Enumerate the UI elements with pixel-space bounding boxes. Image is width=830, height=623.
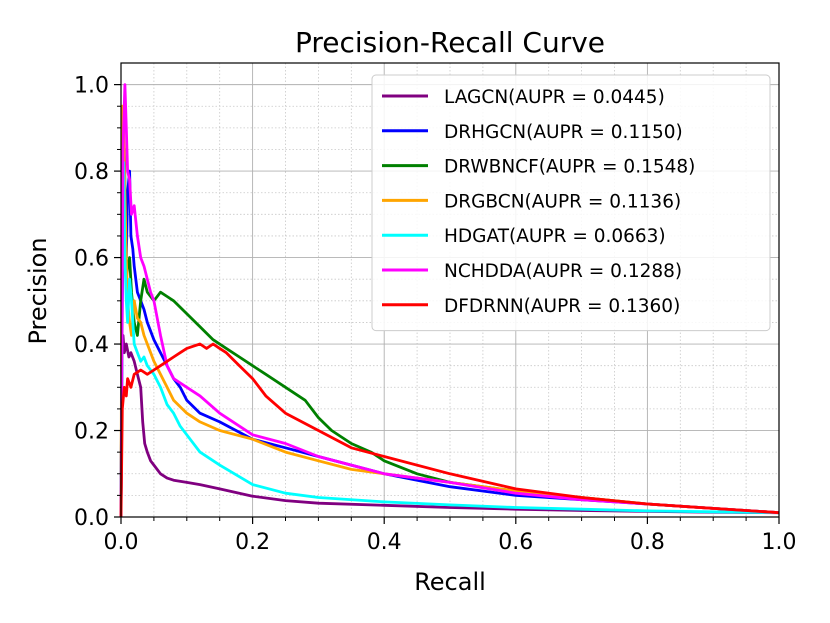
series-line-1 [119,333,780,518]
y-tick-label: 0.8 [74,160,109,185]
y-tick-label: 1.0 [74,74,109,99]
series-layer [119,83,780,518]
legend-label-5: HDGAT(AUPR = 0.0663) [444,226,666,247]
x-tick-label: 1.0 [762,530,797,555]
legend-label-1: LAGCN(AUPR = 0.0445) [444,87,665,108]
legend-label-6: NCHDDA(AUPR = 0.1288) [444,261,682,282]
y-tick-label: 0.4 [74,333,109,358]
ticks-layer: 0.0 0.2 0.4 0.6 0.8 1.0 0.0 0.2 0.4 0.6 0.8 1.0 [74,74,797,555]
series-line-6 [119,83,780,518]
legend-label-4: DRGBCN(AUPR = 0.1136) [444,191,681,212]
legend-label-3: DRWBNCF(AUPR = 0.1548) [444,157,695,178]
legend: LAGCN(AUPR = 0.0445) DRHGCN(AUPR = 0.1150… [371,74,771,332]
y-tick-label: 0.6 [74,247,109,272]
x-tick-label: 0.0 [104,530,139,555]
x-tick-label: 0.2 [235,530,270,555]
series-line-7 [119,342,780,518]
y-tick-label: 0.2 [74,420,109,445]
legend-label-7: DFDRNN(AUPR = 0.1360) [444,296,680,317]
legend-box [371,74,771,332]
x-tick-label: 0.4 [367,530,402,555]
legend-label-2: DRHGCN(AUPR = 0.1150) [444,122,683,143]
x-tick-label: 0.6 [498,530,533,555]
y-axis-title: Precision [24,237,52,344]
y-tick-label: 0.0 [74,506,109,531]
series-line-5 [119,160,780,518]
chart-title: Precision-Recall Curve [295,26,605,59]
x-tick-label: 0.8 [630,530,665,555]
x-axis-title: Recall [414,568,486,596]
series-line-3 [119,191,780,518]
